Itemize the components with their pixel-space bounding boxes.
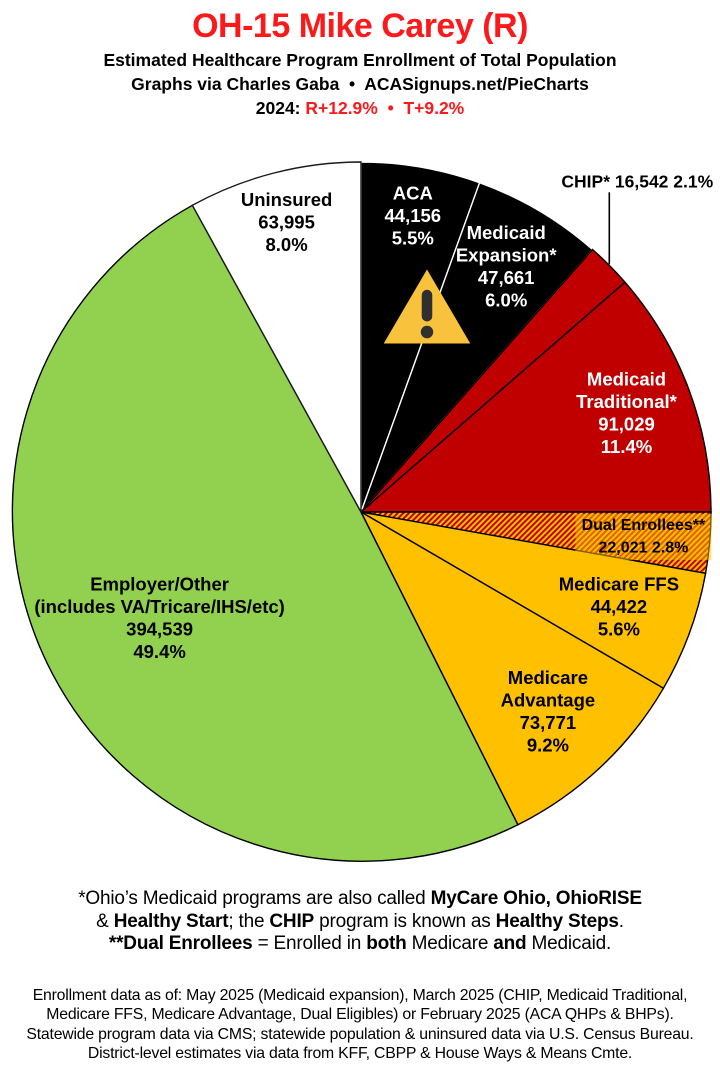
pie-label-uninsured: Uninsured 63,995 8.0% [241,189,332,255]
warning-exclamation-bar [421,289,433,322]
warning-exclamation-dot [420,325,434,339]
pie-label-dual-enrollees: Dual Enrollees** 22,021 2.8% [582,517,706,557]
pie-label-bg-dual-enrollees [575,513,712,560]
pie-slice-medicaid-expansion [360,181,594,513]
pie-label-medicare-advantage: Medicare Advantage 73,771 9.2% [501,667,596,756]
pie-label-medicaid-traditional: Medicaid Traditional* 91,029 11.4% [576,368,678,457]
page-title: OH-15 Mike Carey (R) [192,7,528,45]
footnote-data-sources: Enrollment data as of: May 2025 (Medicai… [26,987,694,1063]
partisan-lean: 2024: R+12.9% • T+9.2% [255,98,465,118]
pie-slice-medicaid-traditional [359,281,712,513]
pie-label-chip: CHIP* 16,542 2.1% [561,171,713,191]
footnote-program-names: *Ohio’s Medicaid programs are also calle… [78,888,642,954]
pie-label-medicaid-expansion: Medicaid Expansion* 47,661 6.0% [456,222,558,311]
pie-slice-uninsured [191,161,362,513]
warning-icon [383,269,471,344]
pie-slice-medicare-advantage [359,510,665,826]
pie-label-aca: ACA 44,156 5.5% [385,183,442,249]
pie-label-medicare-ffs: Medicare FFS 44,422 5.6% [559,574,679,640]
credit-line: Graphs via Charles Gaba • ACASignups.net… [131,74,589,94]
pie-chart: ACA 44,156 5.5% Medicaid Expansion* 47,661 6.0… [11,161,714,862]
subtitle: Estimated Healthcare Program Enrollment … [103,50,617,70]
pie-label-employer-other-includes-va-tricare-ihs-etc: Employer/Other (includes VA/Tricare/IHS/e… [34,574,285,663]
pie-slice-employer-other-includes-va-tricare-ihs-etc [11,204,519,862]
